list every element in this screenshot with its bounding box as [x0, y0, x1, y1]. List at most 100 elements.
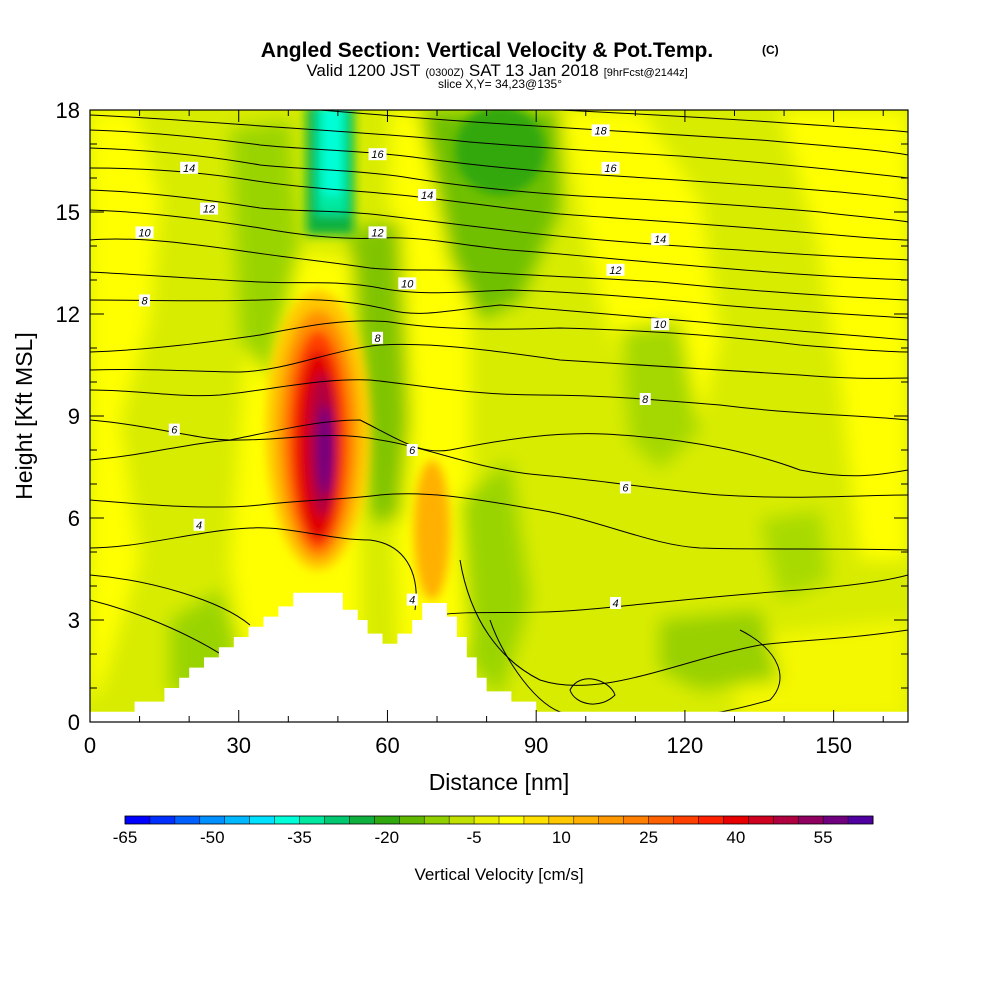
colorbar-swatch	[648, 816, 675, 824]
isentrope-label: 8	[374, 333, 381, 345]
colorbar-tick-label: 40	[726, 828, 745, 847]
isentrope-label-bg	[651, 233, 670, 246]
colorbar-swatch	[474, 816, 500, 824]
field-green-right	[620, 320, 700, 470]
isentrope-label-bg	[639, 393, 651, 405]
isentrope-label-bg	[406, 593, 418, 606]
x-tick-label: 90	[524, 733, 548, 758]
velocity-field-core	[266, 110, 545, 600]
isentrope-line	[90, 298, 908, 341]
isentrope-label: 18	[595, 125, 608, 137]
field-green-low-center	[460, 460, 530, 700]
isentrope-line	[90, 419, 908, 477]
colorbar-tick-label: 25	[639, 828, 658, 847]
isentrope-label: 6	[622, 482, 629, 494]
y-tick-label: 12	[56, 302, 80, 327]
x-tick-label: 120	[667, 733, 704, 758]
y-tick-label: 0	[68, 710, 80, 735]
isentrope-label-bg	[368, 226, 387, 239]
velocity-field-broad	[90, 110, 908, 720]
updraft-secondary	[414, 460, 450, 600]
colorbar-tick-label: -50	[200, 828, 225, 847]
isentrope-line	[459, 559, 908, 686]
isentrope-label-bg	[591, 124, 610, 137]
colorbar-tick-label: -20	[375, 828, 400, 847]
isentrope-label-bg	[368, 148, 387, 161]
isentrope-line	[90, 379, 908, 421]
x-axis-label: Distance [nm]	[429, 769, 570, 795]
colorbar-tick-label: -35	[287, 828, 312, 847]
isentrope-line	[569, 678, 616, 705]
colorbar-swatch	[823, 816, 849, 824]
x-tick-label: 30	[226, 733, 250, 758]
isentrope-label: 14	[654, 234, 666, 246]
isentrope-line	[559, 110, 908, 133]
isentrope-label: 10	[401, 278, 414, 290]
isentrope-label-bg	[619, 481, 631, 494]
valid-prefix: Valid 1200 JST	[306, 61, 420, 80]
colorbar-swatch	[523, 816, 550, 824]
colorbar-swatch	[299, 816, 325, 824]
field-green-left	[230, 120, 300, 380]
isentrope-label: 6	[409, 445, 416, 457]
forecast-info: [9hrFcst@2144z]	[604, 67, 688, 79]
colorbar-swatch	[723, 816, 749, 824]
isentrope-label: 12	[609, 265, 621, 277]
isentrope-label: 4	[196, 520, 202, 532]
isentrope-label-bg	[406, 444, 418, 456]
chart-title: Angled Section: Vertical Velocity & Pot.…	[261, 39, 713, 62]
isentrope-line	[90, 167, 908, 241]
isentrope-label: 10	[654, 319, 667, 331]
isentrope-line	[90, 527, 417, 611]
isentrope-label: 16	[604, 163, 617, 175]
isentrope-line	[90, 209, 908, 281]
colorbar-swatch	[848, 816, 874, 824]
isentrope-label-bg	[180, 161, 199, 174]
updraft-ring-6	[317, 405, 333, 495]
y-tick-label: 18	[56, 98, 80, 123]
isentrope-label-bg	[193, 518, 205, 531]
terrain	[90, 592, 908, 722]
isentrope-label: 4	[612, 598, 618, 610]
field-yellow-left	[90, 110, 160, 700]
colorbar-swatch	[798, 816, 824, 824]
colorbar-tick-label: 10	[552, 828, 571, 847]
isentrope-line	[90, 147, 908, 223]
isentrope-line	[319, 110, 908, 156]
isentrope-label-bg	[651, 318, 670, 331]
x-tick-label: 60	[375, 733, 399, 758]
colorbar-swatch	[748, 816, 774, 824]
copyright-mark: (C)	[762, 43, 779, 57]
colorbar-swatch	[274, 816, 301, 824]
isentrope-line	[90, 343, 908, 379]
colorbar-swatch	[773, 816, 799, 824]
x-axis: 0 30 60 90 120 150	[84, 110, 884, 758]
isentrope-label: 14	[183, 163, 195, 175]
field-green-lowright	[660, 610, 780, 690]
colorbar-swatch	[324, 816, 350, 824]
isentrope-line	[90, 114, 908, 179]
isentrope-label-bg	[418, 189, 437, 201]
plot-area	[90, 110, 908, 722]
colorbar-swatch	[573, 816, 600, 824]
downdraft-green-upper	[455, 110, 545, 195]
colorbar-swatch	[149, 816, 176, 824]
isentrope-line	[90, 320, 908, 353]
y-axis: 0 3 6 9 12 15 18	[56, 98, 908, 735]
valid-time-line: Valid 1200 JST (0300Z) SAT 13 Jan 2018 [9hr…	[306, 61, 687, 80]
isentrope-label-bg	[199, 202, 218, 215]
isentrope-lines	[90, 110, 908, 722]
colorbar-swatch	[349, 816, 375, 824]
isentrope-label-bg	[398, 277, 417, 290]
colorbar-swatch	[224, 816, 251, 824]
isentrope-line	[90, 189, 908, 261]
isentrope-label: 12	[371, 227, 383, 239]
colorbar-tick-label: 55	[814, 828, 833, 847]
y-axis-label: Height [Kft MSL]	[11, 332, 37, 499]
isentrope-label: 8	[642, 394, 649, 406]
y-tick-label: 15	[56, 200, 80, 225]
colorbar-swatch	[548, 816, 575, 824]
x-tick-label: 150	[815, 733, 852, 758]
y-tick-label: 9	[68, 404, 80, 429]
